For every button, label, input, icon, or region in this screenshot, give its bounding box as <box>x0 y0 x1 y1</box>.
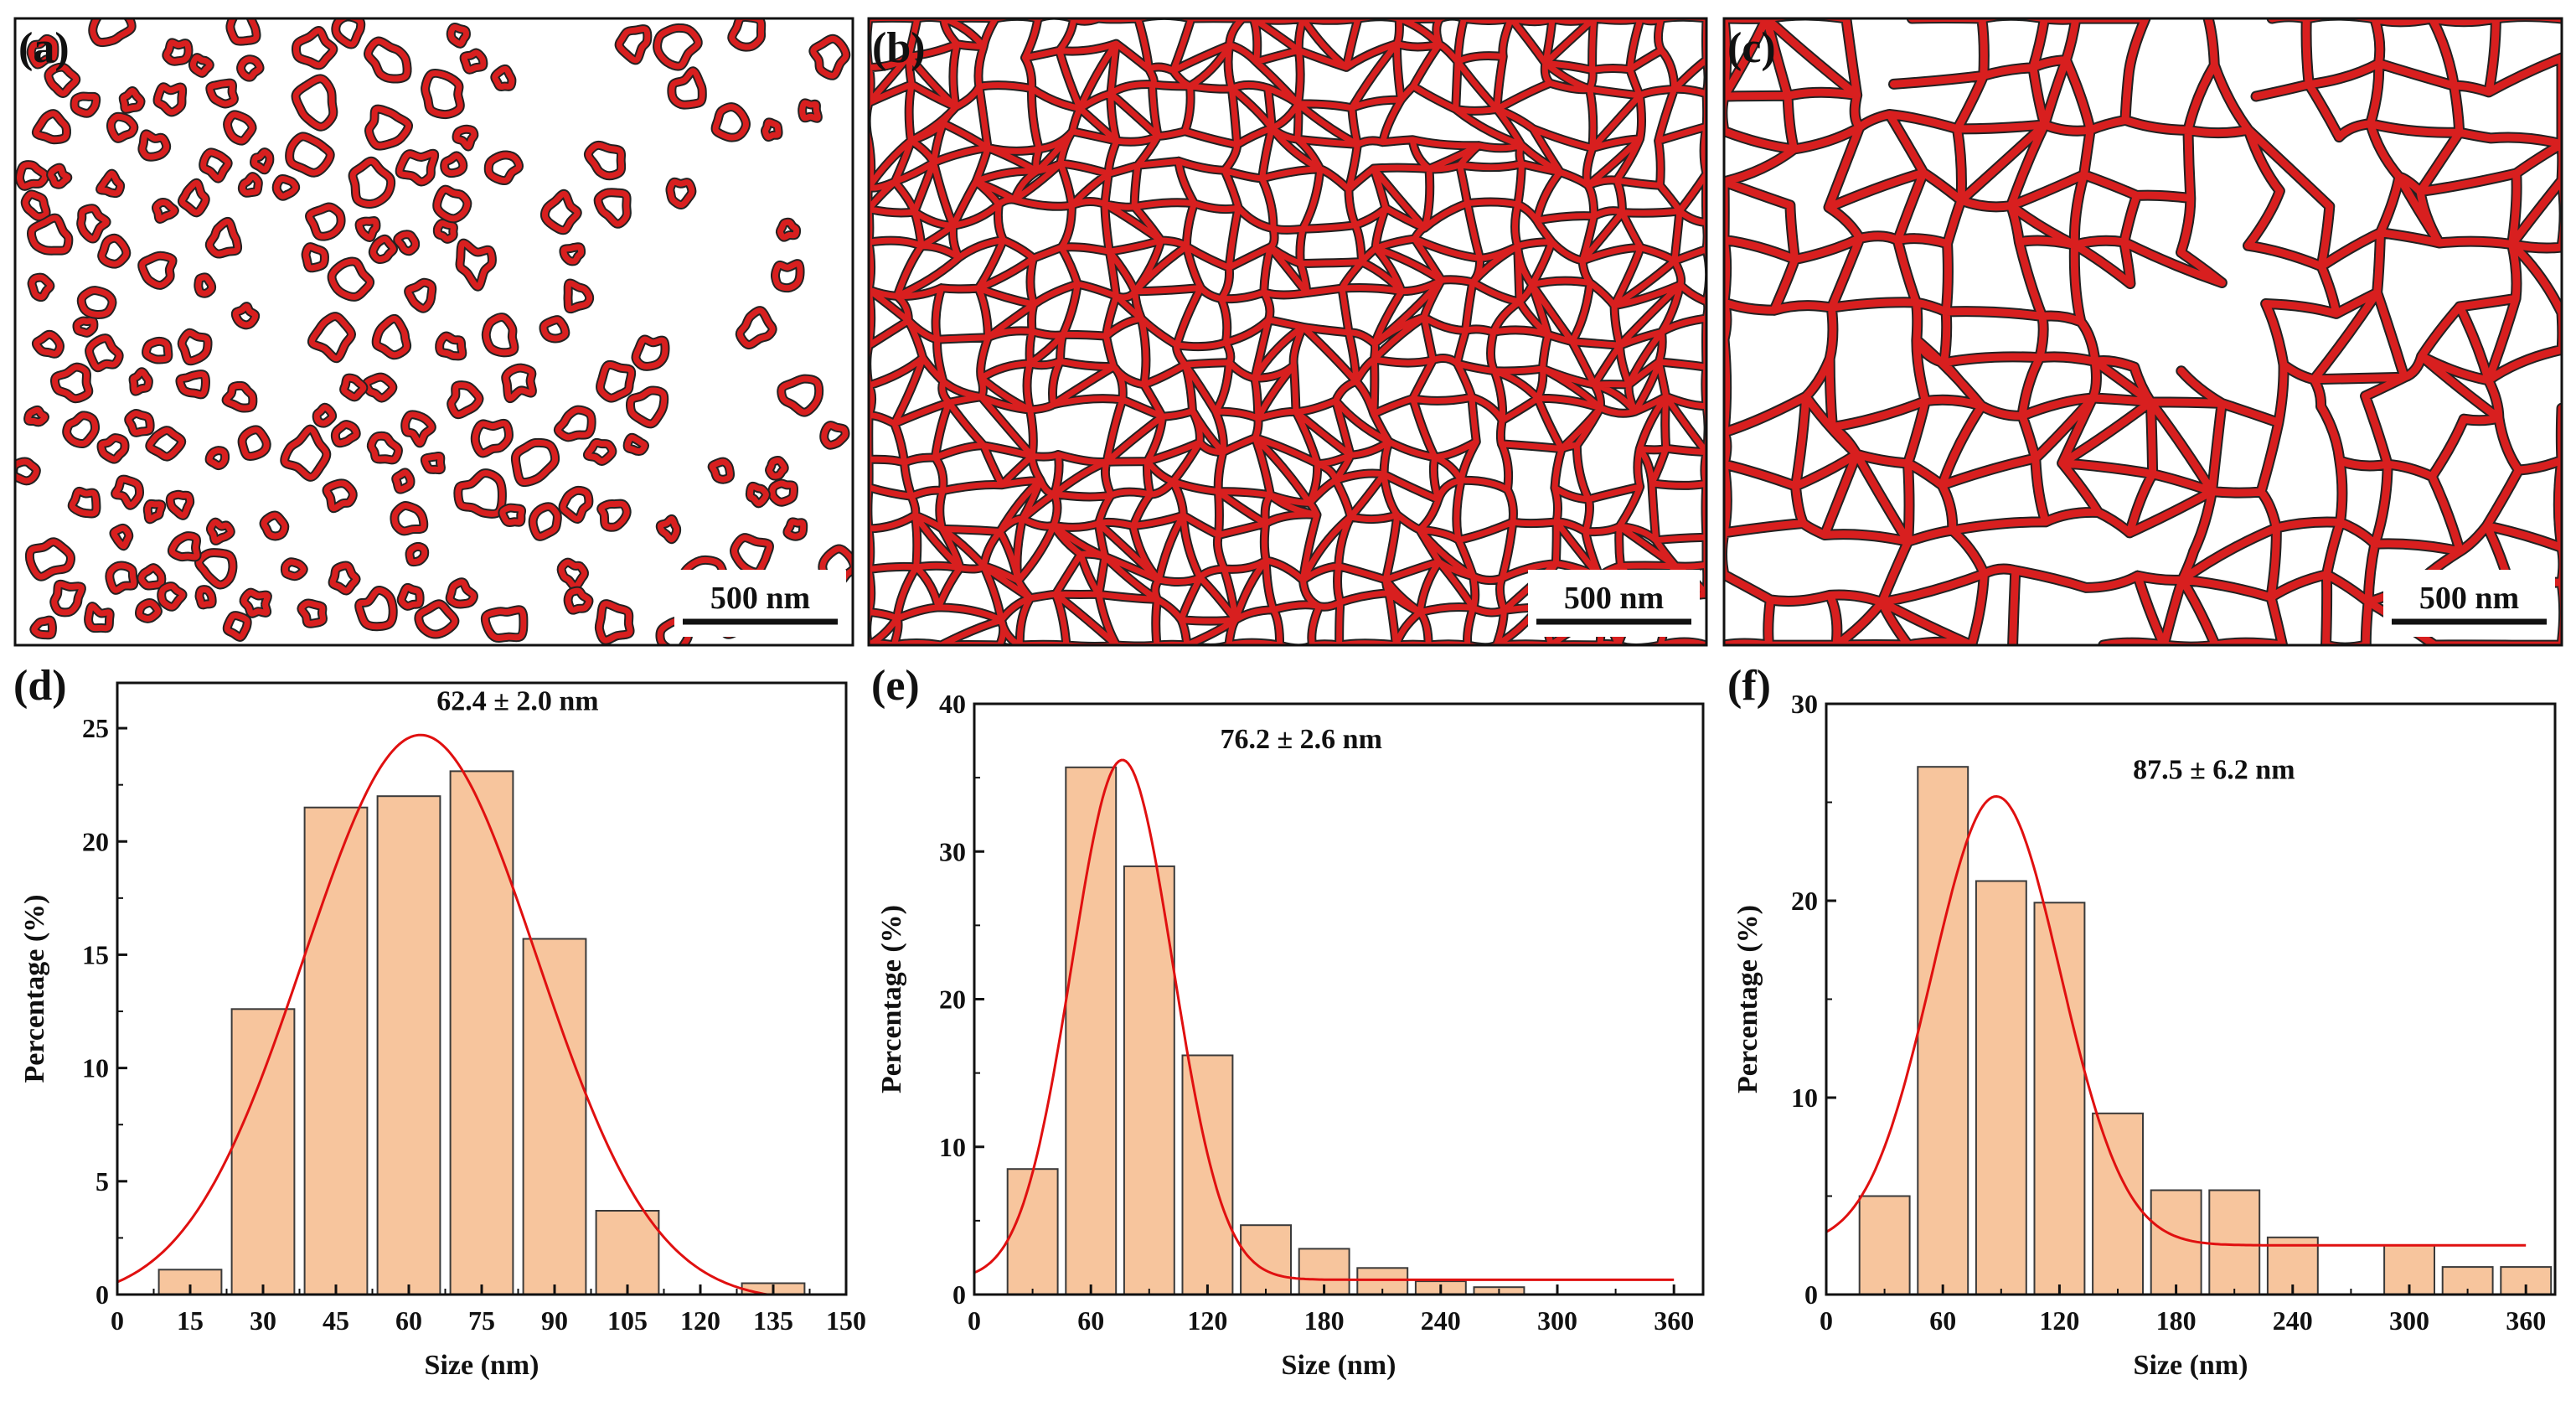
histogram-bar-6 <box>522 938 587 1295</box>
mean-size-annotation: 76.2 ± 2.6 nm <box>1221 724 1382 755</box>
histogram-bar-4 <box>1181 1054 1234 1295</box>
x-tick-label: 120 <box>2039 1305 2079 1336</box>
scale-bar-background <box>2383 570 2555 637</box>
histogram-panel-1: 0 15 30 45 60 75 90 105 120 135 150 0 5 10 15 20 25 Size … <box>13 662 866 1381</box>
x-tick-label: 300 <box>2389 1305 2429 1336</box>
x-tick-label: 30 <box>250 1305 276 1336</box>
panel-label: (b) <box>872 24 926 72</box>
histogram-bar-2 <box>1917 766 1969 1295</box>
image-frame <box>13 17 854 647</box>
y-tick-label: 0 <box>96 1279 109 1310</box>
x-tick-label: 240 <box>1421 1305 1461 1336</box>
histogram-bar-7 <box>2208 1189 2261 1295</box>
panel-label: (f) <box>1727 662 1771 710</box>
histogram-bar-5 <box>1240 1224 1292 1295</box>
image-panel-3: 500 nm (c) <box>1722 17 2563 647</box>
x-tick-label: 120 <box>680 1305 720 1336</box>
x-tick-label: 300 <box>1537 1305 1577 1336</box>
x-axis-title: Size (nm) <box>2134 1350 2248 1381</box>
x-axis-title: Size (nm) <box>425 1350 539 1381</box>
y-tick-label: 10 <box>1791 1083 1818 1113</box>
y-tick-label: 30 <box>1791 689 1818 719</box>
x-axis-title: Size (nm) <box>1282 1350 1396 1381</box>
histogram-bar-7 <box>595 1210 660 1295</box>
y-tick-label: 15 <box>82 939 109 969</box>
histogram-bar-4 <box>376 795 441 1295</box>
gaussian-fit-line <box>974 758 1675 1281</box>
x-tick-label: 120 <box>1187 1305 1227 1336</box>
histogram-bar-3 <box>1975 880 2027 1295</box>
y-tick-label: 20 <box>1791 886 1818 916</box>
histogram-bar-1 <box>1858 1195 1911 1295</box>
x-tick-label: 60 <box>395 1305 422 1336</box>
x-tick-label: 60 <box>1077 1305 1104 1336</box>
scale-bar-label: 500 nm <box>1564 581 1664 616</box>
y-axis-title: Percentage (%) <box>876 905 907 1093</box>
histogram-bar-3 <box>303 806 369 1295</box>
y-tick-label: 5 <box>96 1166 109 1197</box>
image-frame <box>867 17 1708 647</box>
mean-size-annotation: 62.4 ± 2.0 nm <box>436 685 598 716</box>
y-tick-label: 25 <box>82 713 109 743</box>
scale-bar-background <box>1528 570 1700 637</box>
scale-bar-background <box>674 570 846 637</box>
histogram-panel-3: 0 60 120 180 240 300 360 0 10 20 30 Size (nm) Percen… <box>1727 662 2557 1381</box>
x-tick-label: 240 <box>2273 1305 2313 1336</box>
panel-label: (c) <box>1727 24 1776 72</box>
histogram-bar-5 <box>2092 1112 2145 1296</box>
y-tick-label: 0 <box>952 1279 966 1310</box>
network-pattern <box>869 18 1706 645</box>
y-tick-label: 40 <box>939 689 966 719</box>
x-tick-label: 15 <box>177 1305 204 1336</box>
x-tick-label: 0 <box>968 1305 981 1336</box>
y-axis-title: Percentage (%) <box>1732 905 1763 1093</box>
y-tick-label: 30 <box>939 836 966 866</box>
x-tick-label: 135 <box>753 1305 793 1336</box>
image-panel-2: 500 nm (b) <box>867 17 1708 647</box>
image-frame <box>1722 17 2563 647</box>
x-tick-label: 360 <box>2506 1305 2546 1336</box>
x-tick-label: 45 <box>323 1305 349 1336</box>
x-tick-label: 360 <box>1654 1305 1694 1336</box>
histogram-bar-5 <box>449 770 514 1295</box>
y-axis-title: Percentage (%) <box>19 895 50 1083</box>
panel-label: (e) <box>871 662 920 710</box>
gaussian-fit-line <box>1826 794 2527 1247</box>
histogram-bar-4 <box>2033 902 2086 1296</box>
y-tick-label: 20 <box>82 826 109 856</box>
y-tick-label: 20 <box>939 985 966 1015</box>
x-tick-label: 180 <box>1304 1305 1345 1336</box>
x-tick-label: 0 <box>1820 1305 1833 1336</box>
image-panel-1: 500 nm (a) <box>13 17 854 647</box>
x-tick-label: 60 <box>1929 1305 1956 1336</box>
histogram-panel-2: 0 60 120 180 240 300 360 0 10 20 30 40 Size (nm) Perc… <box>871 662 1705 1381</box>
gaussian-fit-line <box>117 733 776 1295</box>
panel-label: (a) <box>18 24 70 72</box>
panel-label: (d) <box>13 662 67 710</box>
x-tick-label: 150 <box>826 1305 866 1336</box>
histogram-bar-1 <box>1006 1168 1059 1295</box>
x-tick-label: 75 <box>468 1305 495 1336</box>
y-tick-label: 10 <box>939 1132 966 1162</box>
scale-bar-label: 500 nm <box>2419 581 2519 616</box>
histogram-bar-2 <box>230 1008 296 1296</box>
mean-size-annotation: 87.5 ± 6.2 nm <box>2133 754 2295 785</box>
y-tick-label: 10 <box>82 1053 109 1083</box>
scale-bar-label: 500 nm <box>710 581 810 616</box>
x-tick-label: 105 <box>607 1305 648 1336</box>
x-tick-label: 90 <box>541 1305 568 1336</box>
histogram-bar-3 <box>1123 865 1175 1296</box>
x-tick-label: 0 <box>111 1305 124 1336</box>
y-tick-label: 0 <box>1804 1279 1818 1310</box>
x-tick-label: 180 <box>2156 1305 2197 1336</box>
